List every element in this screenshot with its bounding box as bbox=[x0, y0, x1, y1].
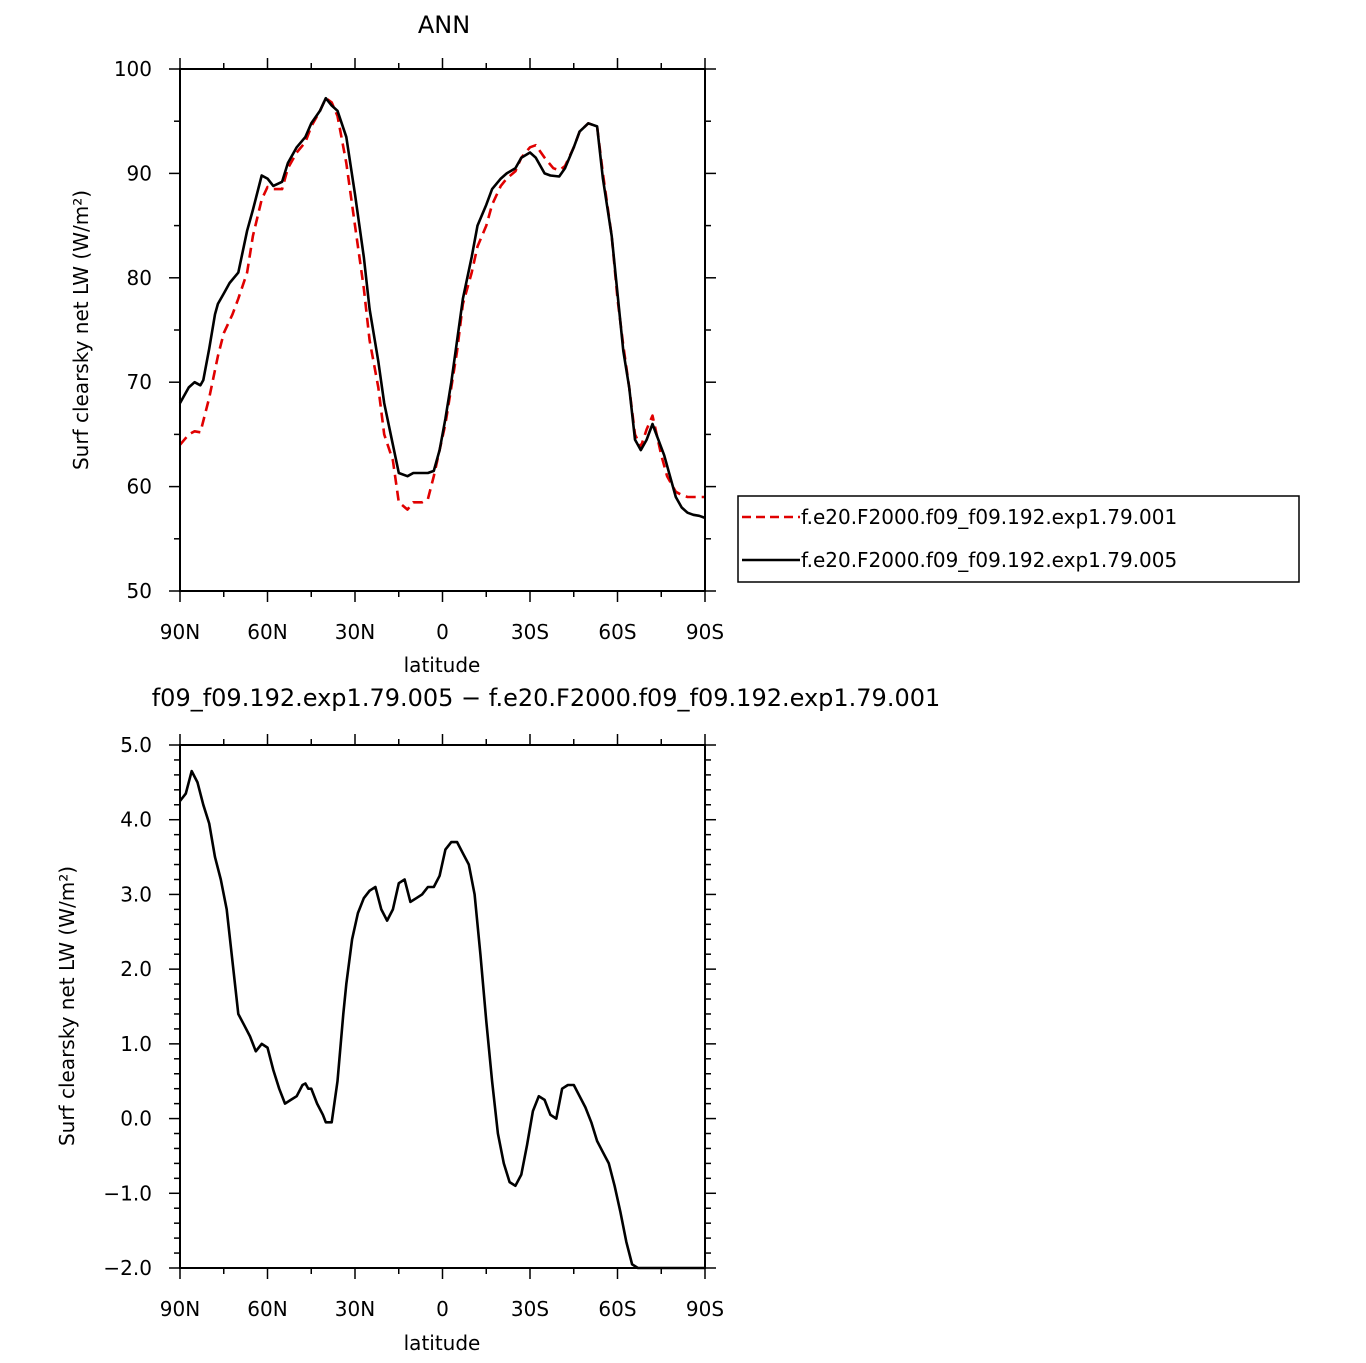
legend-label-005: f.e20.F2000.f09_f09.192.exp1.79.005 bbox=[801, 548, 1177, 572]
bottom-panel: f09_f09.192.exp1.79.005 − f.e20.F2000.f0… bbox=[55, 684, 940, 1355]
bottom-xtick-label: 0 bbox=[436, 1297, 449, 1321]
legend-label-001: f.e20.F2000.f09_f09.192.exp1.79.001 bbox=[801, 505, 1177, 529]
top-xtick-label: 0 bbox=[436, 620, 449, 644]
legend-frame bbox=[737, 495, 1300, 583]
bottom-xtick-label: 60N bbox=[247, 1297, 287, 1321]
bottom-panel-series bbox=[178, 769, 705, 1270]
top-ytick-label: 70 bbox=[127, 370, 152, 394]
top-panel-frame bbox=[179, 68, 706, 592]
bottom-xtick-label: 30N bbox=[335, 1297, 375, 1321]
top-xtick-label: 90S bbox=[686, 620, 724, 644]
bottom-panel-ticks: −2.0 −1.0 0.0 1.0 2.0 3.0 4.0 5.0 90N 60N 30N 0 30S 6… bbox=[103, 733, 724, 1321]
bottom-ytick-label: 3.0 bbox=[120, 882, 152, 906]
bottom-xtick-label: 30S bbox=[511, 1297, 549, 1321]
bottom-ytick-label: 2.0 bbox=[120, 957, 152, 981]
top-panel-ticks: 50 60 70 80 90 100 90N 60N 30N 0 30S 60S 90S bbox=[114, 57, 724, 644]
top-ytick-label: 100 bbox=[114, 57, 152, 81]
legend: f.e20.F2000.f09_f09.192.exp1.79.001 f.e2… bbox=[737, 495, 1300, 583]
top-xtick-label: 60S bbox=[598, 620, 636, 644]
bottom-ytick-label: −1.0 bbox=[103, 1181, 152, 1205]
bottom-panel-xlabel: latitude bbox=[404, 1331, 481, 1355]
top-series-line-1 bbox=[179, 96, 705, 511]
bottom-panel-title: f09_f09.192.exp1.79.005 − f.e20.F2000.f0… bbox=[152, 684, 941, 712]
top-panel-series bbox=[178, 96, 706, 520]
top-xtick-label: 30S bbox=[511, 620, 549, 644]
bottom-ytick-label: 1.0 bbox=[120, 1032, 152, 1056]
top-ytick-label: 80 bbox=[127, 266, 152, 290]
bottom-panel-ylabel: Surf clearsky net LW (W/m²) bbox=[55, 866, 79, 1146]
bottom-ytick-label: −2.0 bbox=[103, 1256, 152, 1280]
top-panel-xlabel: latitude bbox=[404, 653, 481, 677]
top-xtick-label: 60N bbox=[247, 620, 287, 644]
top-panel-ylabel: Surf clearsky net LW (W/m²) bbox=[69, 190, 93, 470]
bottom-ytick-label: 5.0 bbox=[120, 733, 152, 757]
bottom-panel-frame bbox=[179, 744, 706, 1269]
top-ytick-label: 90 bbox=[127, 161, 152, 185]
top-xtick-label: 90N bbox=[160, 620, 200, 644]
bottom-series-line-1 bbox=[178, 769, 705, 1270]
top-xtick-label: 30N bbox=[335, 620, 375, 644]
bottom-xtick-label: 90S bbox=[686, 1297, 724, 1321]
top-panel-title: ANN bbox=[418, 11, 470, 39]
top-panel: ANN 50 60 70 80 90 100 90N 60N 30N 0 30S 60S 90S lat… bbox=[69, 11, 1300, 677]
top-ytick-label: 50 bbox=[127, 579, 152, 603]
top-ytick-label: 60 bbox=[127, 475, 152, 499]
bottom-ytick-label: 0.0 bbox=[120, 1107, 152, 1131]
bottom-ytick-label: 4.0 bbox=[120, 808, 152, 832]
bottom-xtick-label: 60S bbox=[598, 1297, 636, 1321]
bottom-xtick-label: 90N bbox=[160, 1297, 200, 1321]
top-series-line-2 bbox=[178, 96, 706, 520]
